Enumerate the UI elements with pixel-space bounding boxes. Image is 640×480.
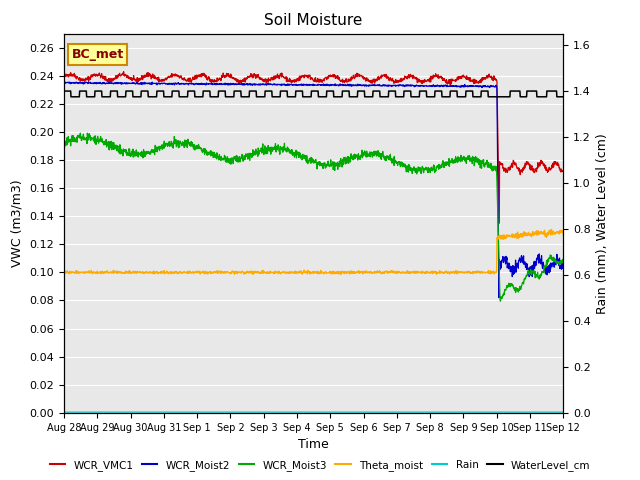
WaterLevel_cm [120, 94, 127, 100]
WCR_Moist2 [292, 82, 300, 88]
WCR_Moist3 [283, 146, 291, 152]
WCR_VMC1 [99, 74, 106, 80]
WaterLevel_cm [67, 94, 75, 100]
Theta_moist [291, 271, 299, 276]
Theta_moist [337, 272, 345, 277]
Legend: WCR_VMC1, WCR_Moist2, WCR_Moist3, Theta_moist, Rain, WaterLevel_cm: WCR_VMC1, WCR_Moist2, WCR_Moist3, Theta_… [45, 456, 595, 475]
WCR_Moist2 [60, 80, 68, 85]
WCR_VMC1 [495, 220, 503, 226]
WCR_Moist3 [497, 298, 504, 304]
WCR_Moist3 [60, 142, 68, 147]
WaterLevel_cm [283, 88, 291, 94]
WCR_Moist2 [283, 82, 291, 88]
Text: BC_met: BC_met [72, 48, 124, 61]
WCR_Moist3 [559, 256, 567, 262]
WCR_Moist3 [76, 130, 84, 136]
Y-axis label: Rain (mm), Water Level (cm): Rain (mm), Water Level (cm) [596, 133, 609, 313]
Theta_moist [282, 269, 290, 275]
Rain [291, 409, 299, 415]
Rain [272, 409, 280, 415]
WCR_Moist2 [272, 81, 280, 87]
Rain [99, 409, 106, 415]
Y-axis label: VWC (m3/m3): VWC (m3/m3) [11, 180, 24, 267]
Rain [559, 409, 567, 415]
WCR_VMC1 [120, 69, 127, 74]
WCR_VMC1 [60, 74, 68, 80]
WCR_Moist2 [344, 83, 352, 89]
WaterLevel_cm [272, 94, 280, 100]
Theta_moist [344, 269, 352, 275]
Theta_moist [60, 269, 68, 275]
WCR_Moist3 [344, 157, 352, 163]
Rain [60, 409, 68, 415]
Title: Soil Moisture: Soil Moisture [264, 13, 363, 28]
Theta_moist [272, 270, 280, 276]
Theta_moist [559, 232, 567, 238]
WCR_Moist2 [99, 80, 107, 85]
WCR_Moist2 [495, 295, 503, 300]
WCR_Moist3 [120, 146, 127, 152]
Line: WCR_VMC1: WCR_VMC1 [64, 72, 563, 223]
Rain [282, 409, 290, 415]
WaterLevel_cm [559, 94, 567, 100]
Rain [119, 409, 127, 415]
Rain [344, 409, 352, 415]
WCR_Moist2 [61, 79, 69, 85]
Line: WCR_Moist3: WCR_Moist3 [64, 133, 563, 301]
WCR_VMC1 [344, 76, 352, 82]
WCR_VMC1 [292, 78, 300, 84]
WaterLevel_cm [344, 88, 352, 94]
WCR_VMC1 [119, 70, 127, 76]
WaterLevel_cm [99, 94, 107, 100]
X-axis label: Time: Time [298, 438, 329, 451]
WaterLevel_cm [60, 88, 68, 94]
WCR_Moist2 [559, 264, 567, 270]
WCR_Moist3 [292, 149, 300, 155]
WCR_Moist2 [120, 81, 127, 86]
Theta_moist [119, 270, 127, 276]
Line: WCR_Moist2: WCR_Moist2 [64, 82, 563, 298]
WaterLevel_cm [292, 94, 300, 100]
WCR_Moist3 [272, 149, 280, 155]
WCR_VMC1 [272, 73, 280, 79]
Theta_moist [99, 269, 106, 275]
Line: Theta_moist: Theta_moist [64, 229, 563, 275]
WCR_VMC1 [283, 79, 291, 84]
WCR_VMC1 [559, 169, 567, 175]
Theta_moist [548, 227, 556, 232]
WCR_Moist3 [99, 139, 107, 144]
Line: WaterLevel_cm: WaterLevel_cm [64, 91, 563, 97]
